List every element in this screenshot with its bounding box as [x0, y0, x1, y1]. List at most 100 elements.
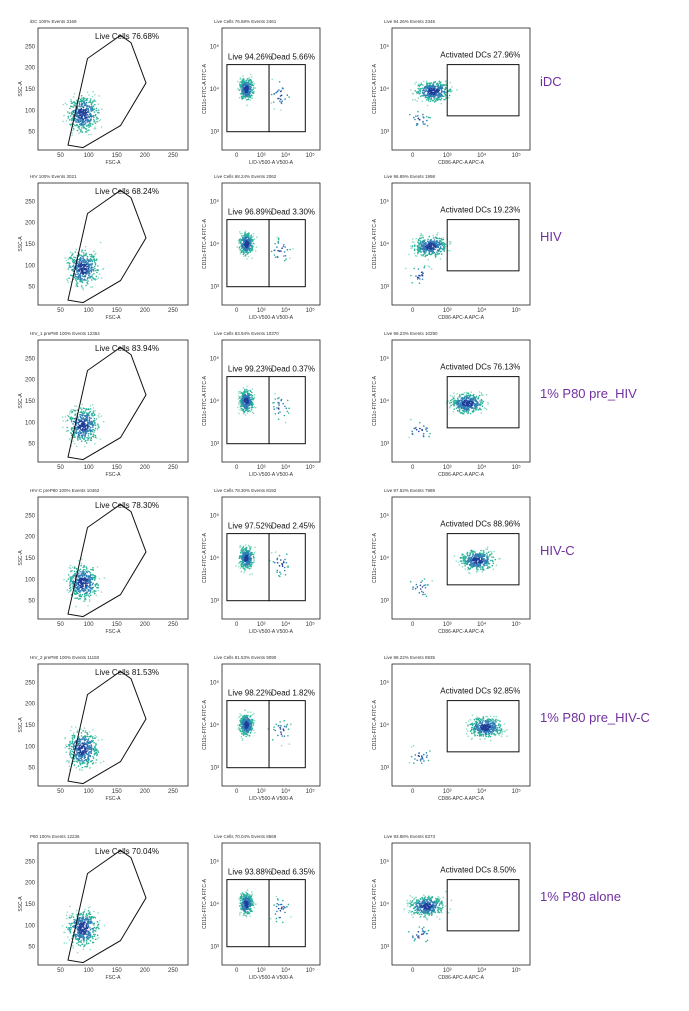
cell-dot: [249, 397, 251, 399]
cell-dot: [244, 81, 246, 83]
cell-dot: [453, 401, 455, 403]
cell-dot: [83, 408, 85, 410]
cell-dot: [476, 408, 478, 410]
cell-dot: [69, 108, 71, 110]
gate-label: Live Cells 68.24%: [95, 187, 159, 196]
cell-dot: [417, 252, 419, 254]
cell-dot: [83, 126, 85, 128]
cell-dot: [243, 88, 245, 90]
cell-dot: [69, 119, 71, 121]
cell-dot: [247, 78, 249, 80]
plot-frame: [38, 28, 188, 150]
cell-dot: [486, 552, 488, 554]
cell-dot: [435, 256, 437, 258]
cell-dot: [90, 427, 92, 429]
cell-dot: [415, 427, 417, 429]
cell-dot: [247, 405, 249, 407]
cell-dot: [85, 280, 87, 282]
cell-dot: [87, 594, 89, 596]
cell-dot: [82, 131, 84, 133]
cell-dot: [90, 423, 92, 425]
cell-dot: [98, 103, 100, 105]
cell-dot: [77, 438, 79, 440]
live-gate: [227, 377, 269, 444]
cell-dot: [84, 588, 86, 590]
cell-dot: [467, 403, 469, 405]
cell-dot: [92, 267, 94, 269]
cell-dot: [78, 119, 80, 121]
cell-dot: [84, 429, 86, 431]
cell-dot: [76, 249, 78, 251]
cell-dot: [82, 256, 84, 258]
cell-dot: [81, 251, 83, 253]
cell-dot: [78, 432, 80, 434]
cell-dot: [469, 395, 471, 397]
cell-dot: [85, 585, 87, 587]
cell-dot: [78, 423, 80, 425]
cell-dot: [422, 92, 424, 94]
cell-dot: [444, 89, 446, 91]
cell-dot: [412, 93, 414, 95]
cell-dot: [427, 92, 429, 94]
cell-dot: [435, 237, 437, 239]
cell-dot: [445, 243, 447, 245]
cell-dot: [252, 553, 254, 555]
cell-dot: [288, 412, 290, 414]
cell-dot: [431, 239, 433, 241]
cell-dot: [66, 590, 68, 592]
cell-dot: [87, 263, 89, 265]
cell-dot: [428, 93, 430, 95]
cell-dot: [242, 396, 244, 398]
cell-dot: [91, 431, 93, 433]
cell-dot: [75, 285, 77, 287]
cell-dot: [88, 409, 90, 411]
cell-dot: [69, 582, 71, 584]
cell-dot: [432, 89, 434, 91]
cell-dot: [484, 563, 486, 565]
cell-dot: [283, 244, 285, 246]
cell-dot: [83, 426, 85, 428]
cell-dot: [422, 254, 424, 256]
cell-dot: [66, 262, 68, 264]
cell-dot: [252, 81, 254, 83]
cell-dot: [249, 84, 251, 86]
cell-dot: [252, 236, 254, 238]
cell-dot: [94, 443, 96, 445]
cell-dot: [466, 406, 468, 408]
cell-dot: [246, 250, 248, 252]
cell-dot: [467, 392, 469, 394]
cell-dot: [74, 125, 76, 127]
x-tick-label: 10³: [443, 308, 452, 314]
cell-dot: [429, 98, 431, 100]
cell-dot: [88, 580, 90, 582]
cell-dot: [243, 95, 245, 97]
cell-dot: [285, 255, 287, 257]
cell-dot: [79, 437, 81, 439]
cell-dot: [252, 91, 254, 93]
cell-dot: [424, 245, 426, 247]
cell-dot: [438, 92, 440, 94]
x-tick-label: 50: [57, 622, 64, 628]
cell-dot: [98, 95, 100, 97]
cell-dot: [287, 94, 289, 96]
cell-dot: [482, 555, 484, 557]
cell-dot: [94, 591, 96, 593]
cell-dot: [439, 81, 441, 83]
cell-dot: [421, 591, 423, 593]
cell-dot: [277, 562, 279, 564]
cell-dot: [248, 81, 250, 83]
cell-dot: [248, 242, 250, 244]
x-tick-label: 250: [168, 308, 179, 314]
cell-dot: [412, 433, 414, 435]
x-tick-label: 200: [140, 465, 151, 471]
cell-dot: [420, 92, 422, 94]
cell-dot: [89, 273, 91, 275]
cell-dot: [427, 249, 429, 251]
cell-dot: [254, 552, 256, 554]
cell-dot: [271, 94, 273, 96]
gate-label: Dead 2.45%: [271, 522, 315, 531]
cell-dot: [422, 586, 424, 588]
cell-dot: [283, 246, 285, 248]
cell-dot: [278, 404, 280, 406]
cell-dot: [420, 254, 422, 256]
